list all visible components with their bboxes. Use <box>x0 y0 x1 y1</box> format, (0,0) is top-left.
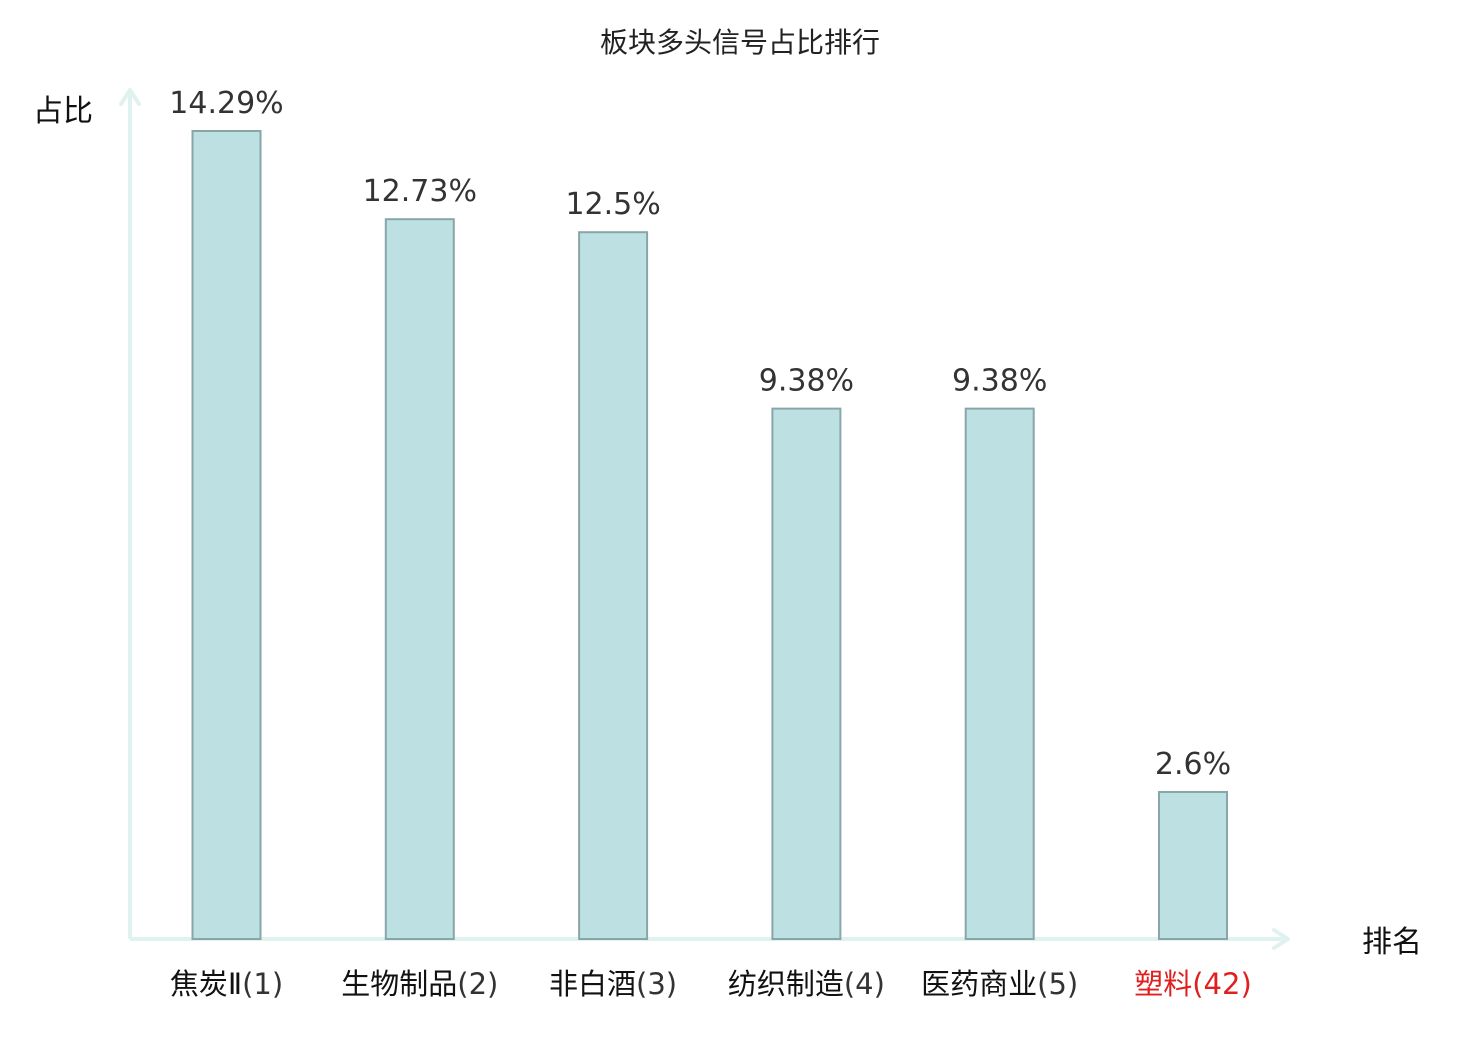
y-axis-label: 占比 <box>33 94 93 129</box>
category-name: 非白酒 <box>549 967 636 1001</box>
bar <box>191 130 262 940</box>
bar <box>771 407 842 941</box>
y-axis-arrow <box>119 88 141 106</box>
category-rank: (5) <box>1037 967 1078 1001</box>
category-label: 医药商业(5) <box>921 967 1078 1001</box>
x-axis-label: 排名 <box>1362 925 1422 960</box>
category-label: 生物制品(2) <box>341 967 498 1001</box>
axes <box>119 88 1290 950</box>
x-axis-arrow <box>1272 928 1290 950</box>
value-label: 12.73% <box>363 174 477 209</box>
bar <box>384 218 455 940</box>
value-labels: 14.29% 12.73% 12.5% 9.38% 9.38% 2.6% <box>169 86 1231 782</box>
chart-title: 板块多头信号占比排行 <box>600 26 880 59</box>
category-label: 塑料(42) <box>1134 967 1252 1001</box>
value-label: 2.6% <box>1155 747 1231 782</box>
value-label: 9.38% <box>952 364 1047 399</box>
category-name: 生物制品 <box>341 967 457 1001</box>
bar <box>578 231 649 940</box>
value-label: 14.29% <box>169 86 283 121</box>
category-rank: (2) <box>457 967 498 1001</box>
bar <box>1158 790 1228 940</box>
category-label: 非白酒(3) <box>549 967 677 1001</box>
category-label: 纺织制造(4) <box>728 967 885 1001</box>
category-name: 塑料 <box>1134 967 1192 1001</box>
category-rank: (42) <box>1192 967 1252 1001</box>
category-name: 焦炭Ⅱ <box>170 967 242 1001</box>
bar <box>964 407 1035 941</box>
category-label: 焦炭Ⅱ(1) <box>170 967 283 1001</box>
category-labels: 焦炭Ⅱ(1) 生物制品(2) 非白酒(3) 纺织制造(4) 医药商业(5) 塑料(42) <box>170 967 1252 1001</box>
category-rank: (3) <box>636 967 677 1001</box>
category-name: 纺织制造 <box>728 967 844 1001</box>
category-rank: (1) <box>242 967 283 1001</box>
value-label: 9.38% <box>759 364 854 399</box>
value-label: 12.5% <box>565 187 660 222</box>
bars <box>191 130 1228 941</box>
category-rank: (4) <box>844 967 885 1001</box>
category-name: 医药商业 <box>921 967 1037 1001</box>
